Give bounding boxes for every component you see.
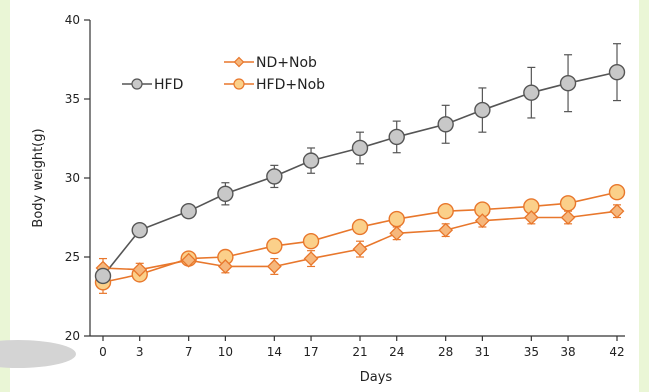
hfd-point	[608, 63, 626, 81]
legend-hfd-label: HFD	[154, 77, 183, 93]
hfd-point	[266, 168, 283, 185]
hfd-point	[131, 221, 148, 239]
nd-nob-point	[609, 203, 625, 219]
nd-nob-point	[132, 262, 148, 278]
hfd-point	[180, 202, 197, 220]
y-axis-title: Body weight(g)	[31, 128, 46, 227]
x-tick-label: 24	[389, 345, 404, 359]
x-axis-title: Days	[360, 370, 393, 385]
hfd-point	[302, 152, 320, 169]
x-tick-label: 35	[524, 345, 539, 359]
hfd-point	[217, 185, 234, 203]
nd-nob-point	[523, 210, 539, 225]
y-tick-label: 20	[65, 329, 80, 343]
nd-nob-point	[389, 225, 405, 241]
nd-nob-point	[303, 251, 319, 266]
hfd-point	[388, 128, 405, 146]
legend-hfd-nob-marker	[233, 78, 245, 90]
y-tick-label: 35	[65, 92, 80, 106]
hfd-nob-point	[437, 202, 454, 220]
y-tick-label: 30	[65, 171, 80, 185]
hfd-point	[559, 74, 577, 92]
nd-nob-point	[217, 259, 233, 274]
hfd-nob-point	[608, 184, 626, 201]
hfd-point	[437, 116, 454, 133]
x-tick-label: 0	[99, 345, 107, 359]
x-tick-label: 38	[560, 345, 575, 359]
nd-nob-point	[266, 259, 282, 274]
legend-hfd-marker	[131, 78, 143, 90]
axes: 20 25 30 35 40 0 3 7 10 14 17 21 24 28 31 35 38 42	[65, 13, 625, 359]
hfd-point	[94, 267, 112, 285]
x-tick-label: 7	[185, 345, 193, 359]
hfd-nob-point	[388, 210, 405, 228]
hfd-point	[351, 139, 369, 157]
y-tick-label: 40	[65, 13, 80, 27]
left-green-band	[0, 0, 10, 392]
x-tick-label: 14	[267, 345, 282, 359]
x-tick-label: 21	[352, 345, 367, 359]
x-tick-label: 31	[475, 345, 490, 359]
legend-nd-nob-marker	[233, 56, 245, 68]
hfd-nob-point	[559, 195, 577, 212]
nd-nob-point	[438, 222, 454, 238]
hfd-nob-point	[351, 218, 369, 236]
legend-hfd-nob-label: HFD+Nob	[256, 77, 325, 93]
legend-nd-nob-label: ND+Nob	[256, 55, 317, 71]
nd-nob-point	[474, 213, 490, 229]
hfd-point	[523, 84, 540, 101]
x-tick-label: 10	[218, 345, 233, 359]
right-green-band	[639, 0, 649, 392]
nd-nob-point	[352, 241, 368, 257]
decorative-grey-shape	[0, 340, 76, 368]
x-tick-label: 42	[609, 345, 624, 359]
hfd-nob-point	[302, 232, 320, 250]
x-tick-label: 3	[136, 345, 144, 359]
x-tick-label: 17	[303, 345, 318, 359]
hfd-nob-point	[266, 237, 283, 255]
y-tick-label: 25	[65, 250, 80, 264]
nd-nob-point	[181, 252, 197, 268]
series-markers	[94, 63, 626, 291]
x-tick-label: 28	[438, 345, 453, 359]
nd-nob-point	[560, 210, 576, 225]
hfd-point	[474, 101, 491, 119]
legend: HFD ND+Nob HFD+Nob	[122, 55, 325, 93]
